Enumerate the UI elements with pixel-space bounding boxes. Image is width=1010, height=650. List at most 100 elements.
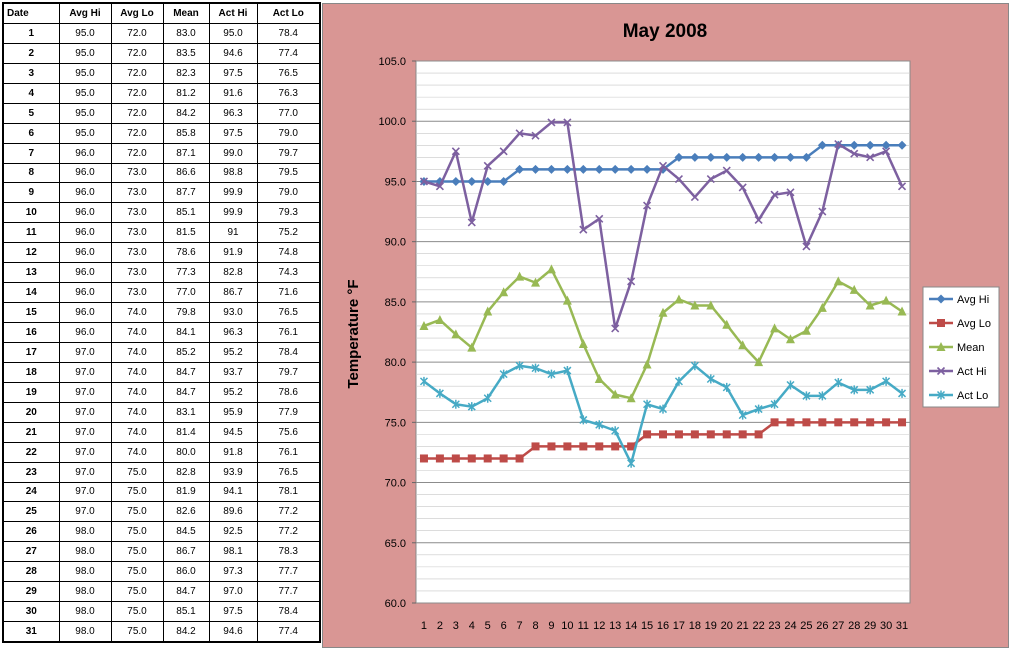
data-point-avg-lo: [674, 430, 683, 439]
data-point-act-lo: [611, 426, 620, 436]
table-header-row: Date Avg Hi Avg Lo Mean Act Hi Act Lo: [2, 2, 321, 24]
data-point-act-hi: [706, 174, 715, 184]
date-cell: 31: [2, 621, 60, 643]
mean-cell: 84.1: [162, 322, 210, 343]
data-point-act-lo: [722, 382, 731, 392]
data-point-avg-hi: [722, 152, 732, 162]
date-cell: 9: [2, 182, 60, 204]
avg-hi-cell: 95.0: [58, 62, 112, 84]
x-tick-label: 19: [705, 620, 717, 632]
data-point-act-hi: [563, 118, 572, 127]
table-row: 21 97.0 74.0 81.4 94.5 75.6: [2, 421, 321, 443]
data-point-mean: [722, 319, 732, 329]
mean-cell: 83.0: [162, 22, 210, 44]
avg-hi-cell: 98.0: [58, 561, 112, 583]
act-lo-cell: 78.4: [256, 341, 321, 363]
act-lo-cell: 77.0: [256, 102, 321, 124]
date-cell: 1: [2, 22, 60, 44]
data-point-act-hi: [850, 149, 859, 158]
act-hi-cell: 94.5: [208, 421, 258, 443]
table-row: 29 98.0 75.0 84.7 97.0 77.7: [2, 581, 321, 603]
act-hi-cell: 95.2: [208, 381, 258, 403]
date-cell: 4: [2, 82, 60, 104]
data-point-mean: [451, 329, 461, 339]
y-tick-label: 90.0: [385, 237, 406, 249]
avg-hi-cell: 95.0: [58, 82, 112, 104]
data-point-act-lo: [706, 374, 715, 384]
data-point-avg-hi: [515, 164, 525, 174]
avg-hi-cell: 96.0: [58, 162, 112, 184]
mean-cell: 84.5: [162, 521, 210, 543]
x-tick-label: 24: [784, 620, 796, 632]
legend-box: [922, 286, 1000, 408]
data-point-act-lo: [563, 366, 572, 376]
data-point-act-lo: [627, 458, 636, 468]
chart-svg: May 2008 Temperature °F 60.0 65.0 70.0 75.0…: [345, 21, 1000, 632]
x-tick-label: 22: [752, 620, 764, 632]
act-lo-cell: 79.7: [256, 142, 321, 164]
data-point-act-lo: [802, 391, 811, 401]
data-point-act-hi: [866, 153, 875, 162]
act-hi-cell: 91.8: [208, 441, 258, 463]
act-hi-cell: 91: [208, 222, 258, 244]
x-tick-label: 30: [880, 620, 892, 632]
act-lo-cell: 79.0: [256, 182, 321, 204]
avg-hi-cell: 95.0: [58, 42, 112, 64]
table-row: 16 96.0 74.0 84.1 96.3 76.1: [2, 322, 321, 343]
y-tick-label: 65.0: [385, 538, 406, 550]
legend-marker-mean: [936, 342, 946, 351]
data-point-act-lo: [850, 385, 859, 395]
mean-cell: 87.7: [162, 182, 210, 204]
table-row: 11 96.0 73.0 81.5 91 75.2: [2, 222, 321, 244]
mean-cell: 82.8: [162, 461, 210, 483]
data-point-avg-hi: [594, 164, 604, 174]
data-point-mean: [738, 340, 748, 350]
data-point-mean: [897, 306, 907, 316]
mean-cell: 84.7: [162, 381, 210, 403]
mean-cell: 87.1: [162, 142, 210, 164]
x-tick-label: 3: [453, 620, 459, 632]
avg-hi-cell: 98.0: [58, 601, 112, 623]
legend: Avg Hi Avg Lo Mean Act Hi Act Lo: [922, 286, 1000, 408]
avg-hi-cell: 98.0: [58, 581, 112, 603]
act-hi-cell: 97.0: [208, 581, 258, 603]
date-cell: 18: [2, 361, 60, 383]
act-hi-cell: 99.0: [208, 142, 258, 164]
legend-label-avg-lo: Avg Lo: [957, 318, 991, 330]
x-tick-label: 29: [864, 620, 876, 632]
data-point-mean: [690, 300, 700, 310]
table-row: 4 95.0 72.0 81.2 91.6 76.3: [2, 82, 321, 104]
data-point-mean: [546, 264, 556, 274]
act-lo-cell: 77.9: [256, 401, 321, 423]
avg-hi-cell: 96.0: [58, 322, 112, 343]
act-lo-cell: 77.2: [256, 501, 321, 523]
x-tick-label: 31: [896, 620, 908, 632]
mean-cell: 81.9: [162, 481, 210, 503]
date-cell: 28: [2, 561, 60, 583]
avg-hi-cell: 96.0: [58, 202, 112, 224]
data-point-act-hi: [435, 182, 444, 191]
mean-cell: 82.6: [162, 501, 210, 523]
data-point-avg-lo: [643, 430, 652, 439]
data-point-mean: [642, 359, 652, 369]
data-point-avg-lo: [786, 418, 795, 427]
data-point-mean: [499, 287, 509, 297]
data-point-avg-lo: [690, 430, 699, 439]
avg-lo-cell: 75.0: [110, 481, 164, 503]
data-point-mean: [515, 271, 525, 281]
act-lo-cell: 77.7: [256, 581, 321, 603]
y-tick-label: 85.0: [385, 297, 406, 309]
avg-hi-cell: 95.0: [58, 122, 112, 144]
act-lo-cell: 74.3: [256, 262, 321, 284]
data-point-avg-hi: [499, 176, 509, 186]
data-point-act-hi: [770, 190, 779, 199]
table-row: 26 98.0 75.0 84.5 92.5 77.2: [2, 521, 321, 543]
act-lo-cell: 76.1: [256, 441, 321, 463]
avg-lo-cell: 75.0: [110, 501, 164, 523]
legend-label-avg-hi: Avg Hi: [957, 294, 989, 306]
data-point-avg-lo: [483, 454, 492, 463]
data-point-mean: [881, 295, 891, 305]
data-point-act-lo: [451, 399, 460, 409]
data-point-avg-lo: [659, 430, 667, 439]
x-tick-label: 25: [800, 620, 812, 632]
